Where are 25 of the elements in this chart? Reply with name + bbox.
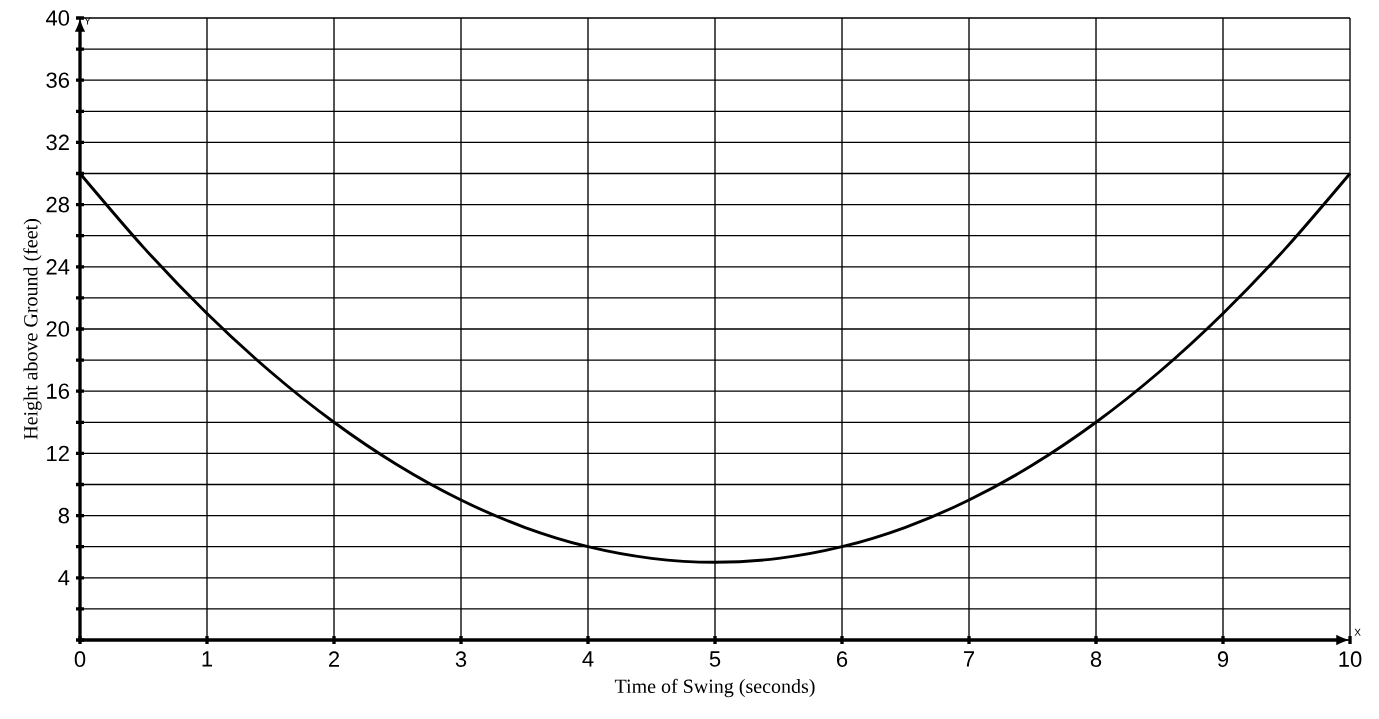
y-tick-label: 24 xyxy=(46,259,70,275)
y-tick-label: 40 xyxy=(45,10,70,26)
x-tick-label: 1 xyxy=(202,651,213,667)
annotation: Y xyxy=(84,17,91,25)
x-tick-label: 4 xyxy=(582,651,594,667)
x-tick-label: 3 xyxy=(455,651,467,667)
x-axis-title: Time of Swing (seconds) xyxy=(614,678,815,698)
x-tick-label: 8 xyxy=(1090,651,1102,667)
y-tick-label: 4 xyxy=(58,570,70,586)
y-tick-label: 36 xyxy=(46,72,69,88)
y-tick-label: 32 xyxy=(46,134,69,151)
y-axis-title: Height above Ground (feet) xyxy=(23,219,42,440)
x-tick-label: 5 xyxy=(709,651,721,667)
x-tick-label: 2 xyxy=(328,651,340,667)
x-tick-label: 7 xyxy=(964,651,975,667)
text: X xyxy=(1354,628,1361,636)
y-tick-label: 20 xyxy=(46,321,70,337)
y-tick-label: 12 xyxy=(47,445,69,462)
x-tick-label: 0 xyxy=(74,651,86,667)
y-tick-label: 8 xyxy=(58,507,69,524)
y-tick-label: 28 xyxy=(46,196,69,213)
y-tick-label: 16 xyxy=(47,383,69,399)
x-tick-label: 10 xyxy=(1339,651,1362,667)
x-tick-label: 6 xyxy=(837,651,848,667)
x-tick-label: 9 xyxy=(1217,651,1229,667)
